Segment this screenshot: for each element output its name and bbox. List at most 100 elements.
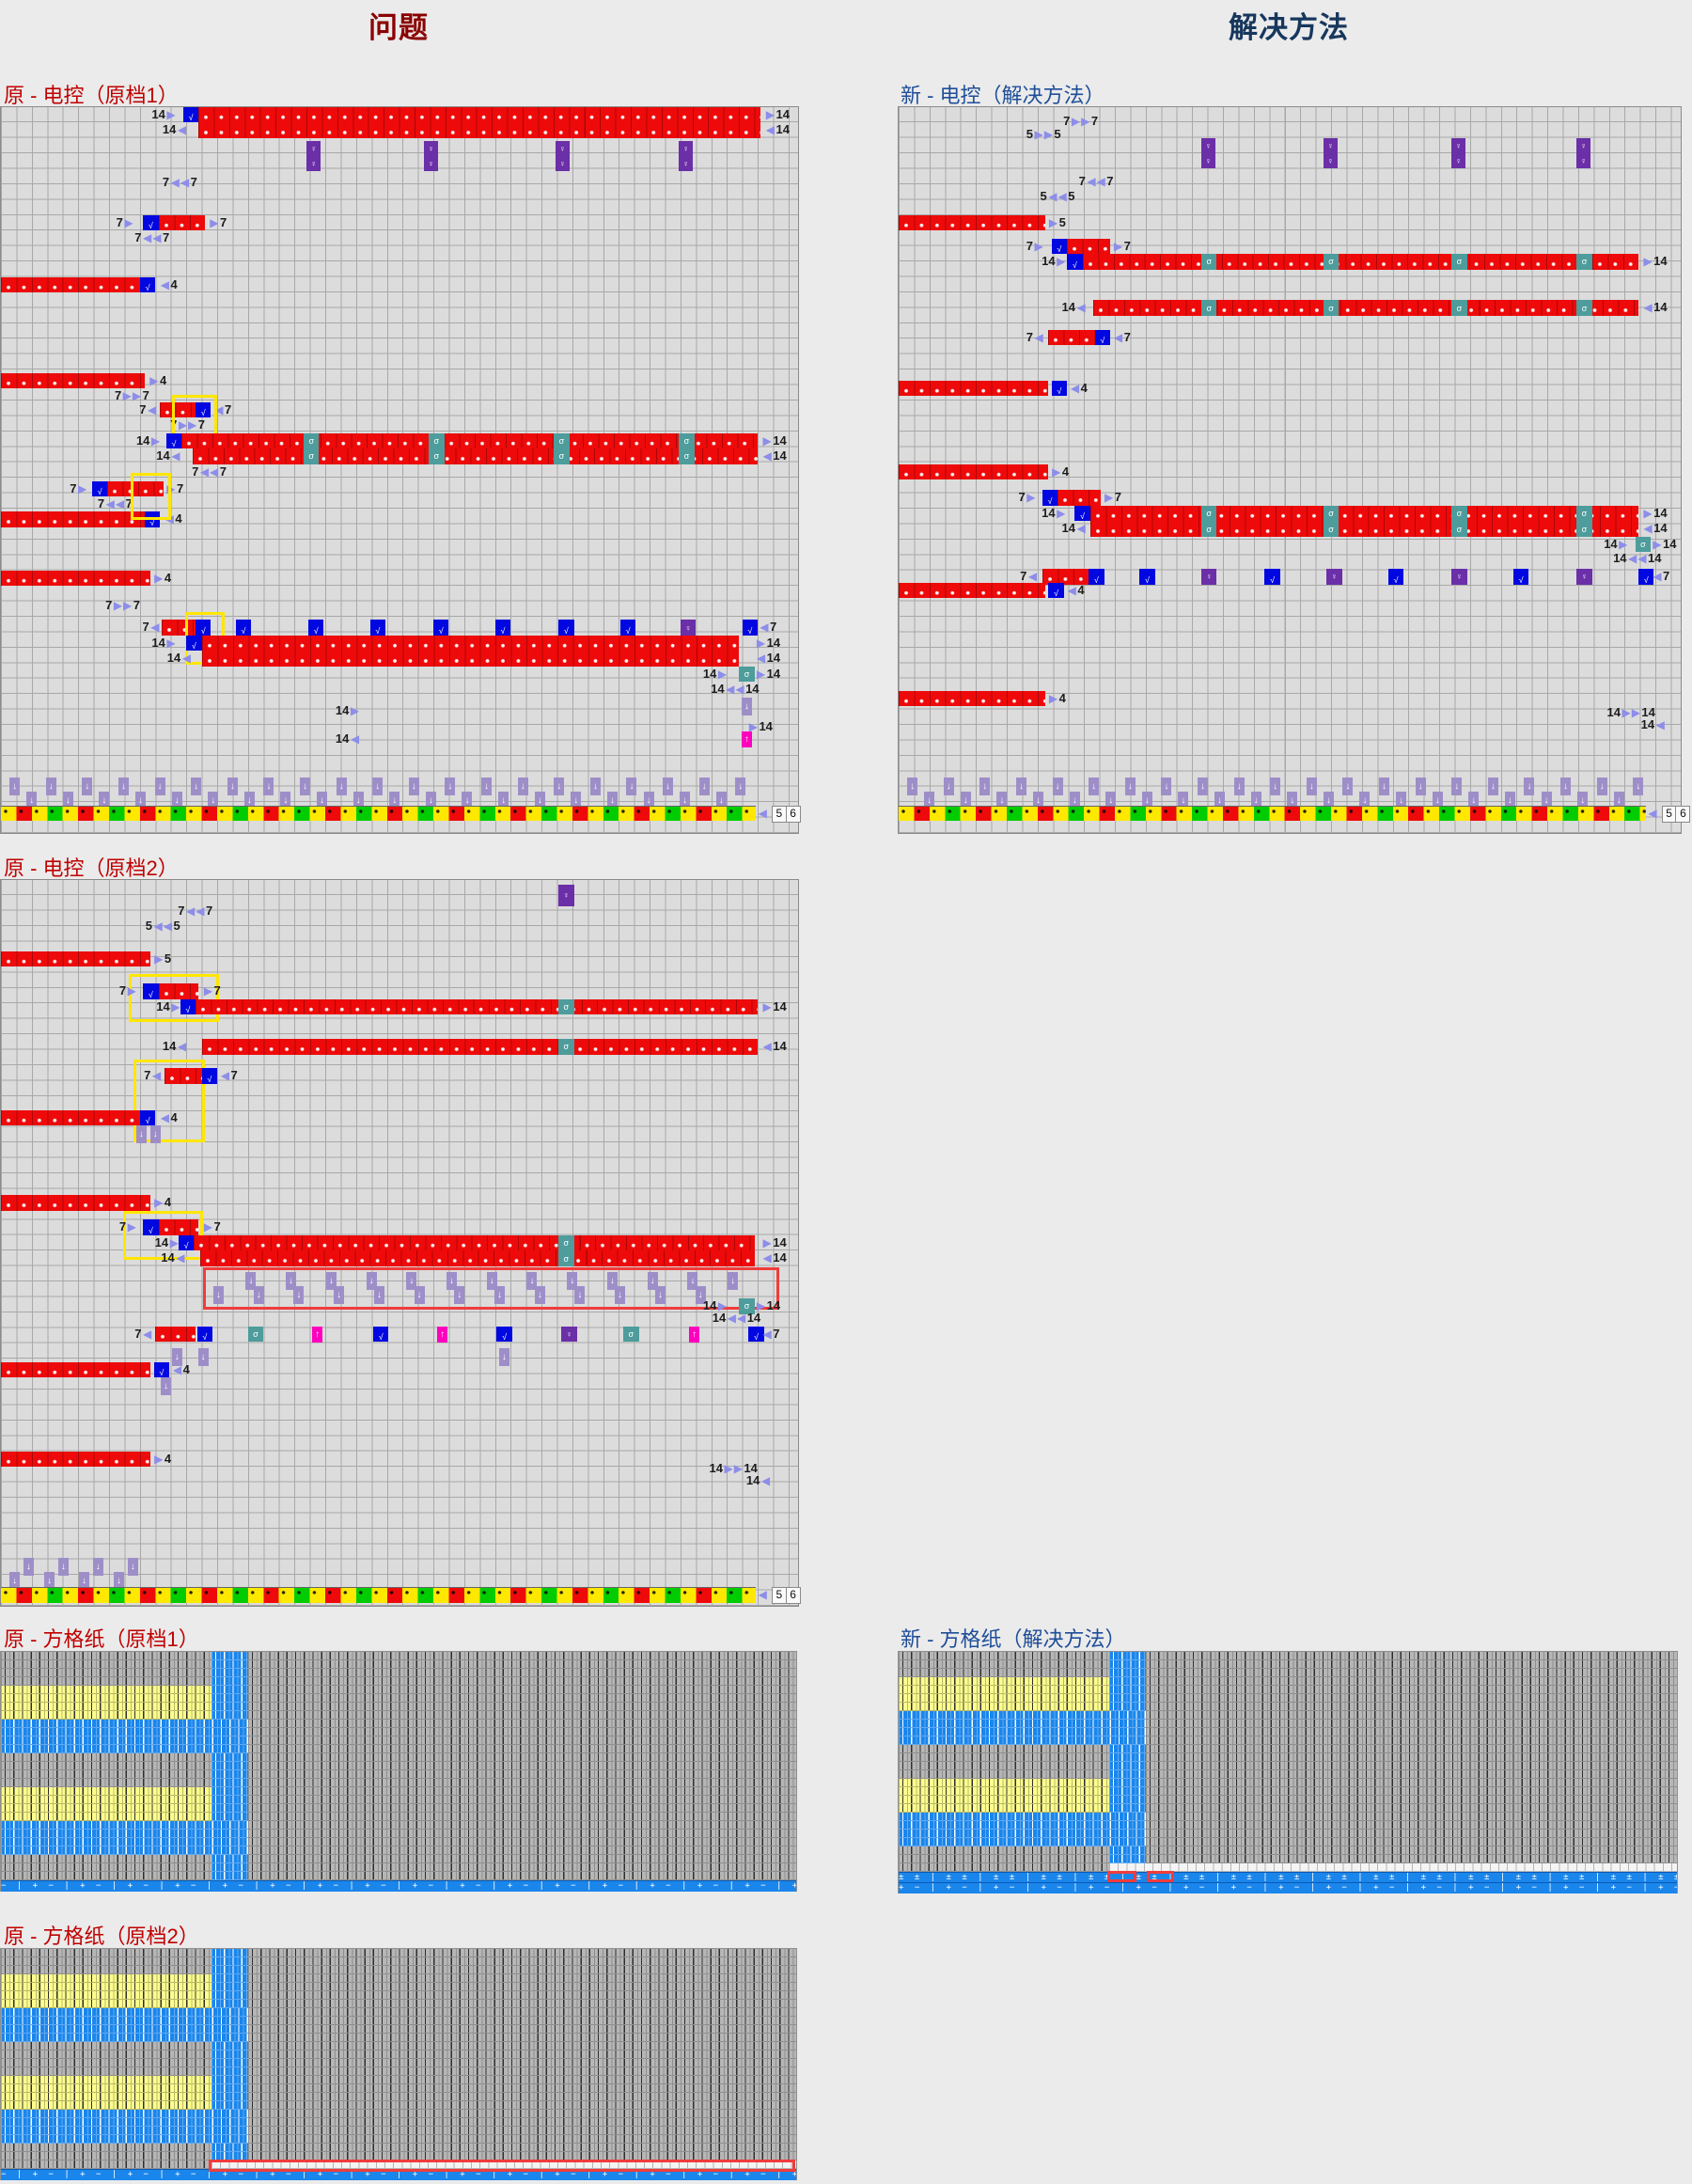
paper-region[interactable] [899, 1736, 1147, 1745]
electronic-pattern-grid-ec1[interactable]: 14 ▶ √ ▶ 14 14 ◀ ◀ 14 ♀ ♀ ♀ ♀ ♀ ♀ ♀ ♀ 7 ◀◀ 7 7 ▶ √ ▶ 7 7 ◀◀ 7 √ ◀… [0, 106, 801, 834]
blue-mark-cell[interactable]: √ [558, 620, 574, 636]
paper-region[interactable] [1108, 1804, 1147, 1813]
paper-region[interactable] [211, 2152, 249, 2160]
purple-pair-cell[interactable]: ♀ ♀ [306, 141, 321, 172]
paper-region[interactable] [248, 2076, 797, 2084]
lavender-arrow-cell[interactable]: ↓ [996, 791, 1008, 809]
paper-region[interactable] [1, 2135, 249, 2144]
paper-region[interactable] [211, 1804, 249, 1813]
blue-mark-cell[interactable]: √ [1139, 569, 1155, 585]
paper-region[interactable] [211, 1686, 249, 1694]
paper-region[interactable] [211, 1991, 249, 2000]
paper-region[interactable] [1, 1677, 212, 1686]
lavender-arrow-cell[interactable]: ↓ [979, 778, 991, 796]
cyan-mark-cell[interactable]: σ [1451, 300, 1467, 316]
paper-region[interactable] [248, 1703, 797, 1711]
paper-region[interactable] [899, 1686, 1109, 1694]
paper-region[interactable] [1108, 1753, 1147, 1762]
paper-region[interactable] [248, 2059, 797, 2067]
paper-region[interactable] [1, 1694, 212, 1703]
purple-mark-cell[interactable]: ♀ [1576, 569, 1592, 585]
cyan-mark-cell[interactable]: σ [739, 1298, 755, 1314]
red-stitch-bar[interactable]: σ [194, 1234, 755, 1251]
paper-region[interactable] [211, 1872, 249, 1880]
cyan-mark-cell[interactable]: σ [558, 1250, 574, 1266]
red-stitch-bar[interactable] [899, 583, 1046, 599]
purple-pair-cell[interactable]: ♀ ♀ [555, 141, 570, 172]
paper-region[interactable] [1108, 1762, 1147, 1770]
red-stitch-bar[interactable] [1048, 329, 1095, 345]
lavender-arrow-cell[interactable]: ↓ [567, 1272, 578, 1291]
lavender-arrow-cell[interactable]: ↓ [171, 791, 182, 809]
paper-region[interactable] [1, 1660, 212, 1669]
cyan-mark-cell[interactable]: σ [679, 432, 695, 449]
paper-region[interactable] [248, 2050, 797, 2059]
lavender-arrow-cell[interactable]: ↓ [647, 1272, 658, 1291]
lavender-arrow-cell[interactable]: ↓ [1214, 791, 1226, 809]
paper-selection-strip[interactable]: − | + − | + − | + − | + − | + − | + − | … [1, 1880, 797, 1892]
lavender-arrow-cell[interactable]: ↓ [1032, 791, 1043, 809]
paper-region[interactable] [211, 1660, 249, 1669]
paper-region[interactable] [899, 1821, 1147, 1830]
lavender-arrow-cell[interactable]: ↓ [212, 1286, 224, 1305]
paper-region[interactable] [1, 1669, 212, 1677]
paper-region[interactable] [248, 1872, 797, 1880]
lavender-arrow-cell[interactable]: ↓ [1233, 778, 1245, 796]
cyan-mark-cell[interactable]: σ [1323, 521, 1340, 537]
lavender-arrow-cell[interactable]: ↓ [1287, 791, 1298, 809]
lavender-arrow-cell[interactable]: ↓ [1468, 791, 1480, 809]
lavender-arrow-cell[interactable]: ↓ [99, 791, 110, 809]
paper-region[interactable] [248, 1728, 797, 1736]
blue-mark-cell[interactable]: √ [1387, 569, 1404, 585]
paper-region[interactable] [1, 2144, 212, 2152]
paper-region[interactable] [248, 2110, 797, 2118]
lavender-arrow-cell[interactable]: ↓ [1250, 791, 1261, 809]
paper-region[interactable] [899, 1813, 1147, 1821]
blue-mark-cell[interactable]: √ [742, 620, 759, 636]
red-stitch-bar[interactable]: σ [199, 1250, 755, 1266]
lavender-arrow-cell[interactable]: ↓ [728, 1272, 739, 1291]
paper-region[interactable] [248, 2067, 797, 2076]
purple-mark-cell[interactable]: ♀ [680, 620, 697, 636]
paper-region[interactable] [899, 1753, 1109, 1762]
paper-region[interactable] [1, 1711, 212, 1720]
blue-mark-cell[interactable]: √ [372, 1326, 389, 1343]
paper-region[interactable] [211, 2050, 249, 2059]
paper-region[interactable] [899, 1787, 1109, 1796]
purple-mark-cell[interactable]: ♀ [1201, 569, 1217, 585]
paper-region[interactable] [1146, 1753, 1677, 1762]
paper-region[interactable] [1108, 1703, 1147, 1711]
paper-region[interactable] [899, 1669, 1109, 1677]
paper-region[interactable] [1, 2042, 212, 2050]
purple-mark-cell[interactable]: ♀ [558, 884, 574, 906]
lavender-arrow-cell[interactable]: ↓ [1613, 791, 1624, 809]
paper-region[interactable] [899, 1863, 1109, 1872]
lavender-arrow-cell[interactable]: ↓ [654, 1286, 666, 1305]
paper-region[interactable] [1, 2067, 212, 2076]
paper-region[interactable] [899, 1796, 1109, 1804]
blue-mark-cell[interactable]: √ [1512, 569, 1529, 585]
paper-region[interactable] [248, 1957, 797, 1966]
paper-region[interactable] [1146, 1821, 1677, 1830]
paper-region[interactable] [1146, 1846, 1677, 1855]
paper-region[interactable] [248, 2127, 797, 2135]
lavender-arrow-cell[interactable]: ↓ [446, 1272, 458, 1291]
blue-mark-cell[interactable]: √ [180, 998, 196, 1014]
lavender-arrow-cell[interactable]: ↓ [414, 1286, 425, 1305]
paper-region[interactable] [1, 1838, 249, 1846]
cyan-mark-cell[interactable]: σ [1201, 254, 1217, 270]
lavender-arrow-cell[interactable]: ↓ [741, 697, 752, 715]
lavender-arrow-cell[interactable]: ↓ [534, 1286, 545, 1305]
paper-region[interactable] [1, 1983, 212, 1991]
paper-region[interactable] [1146, 1694, 1677, 1703]
paper-region[interactable] [211, 1863, 249, 1872]
paper-region[interactable] [248, 1804, 797, 1813]
paper-region[interactable] [211, 1966, 249, 1974]
lavender-arrow-cell[interactable]: ↓ [589, 778, 601, 796]
cyan-mark-cell[interactable]: σ [679, 448, 695, 464]
paper-region[interactable] [248, 1846, 797, 1855]
lavender-arrow-cell[interactable]: ↓ [626, 778, 637, 796]
